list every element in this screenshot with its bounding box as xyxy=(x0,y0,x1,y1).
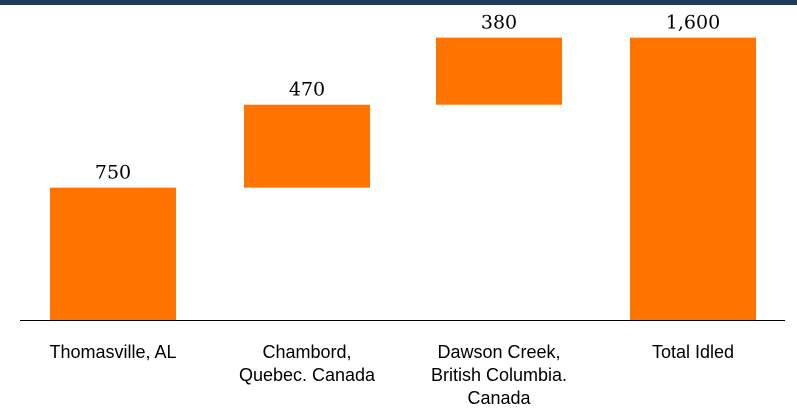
category-label-2-line-1: British Columbia. xyxy=(431,365,567,385)
value-label-0: 750 xyxy=(95,162,131,184)
value-label-3: 1,600 xyxy=(666,12,720,34)
value-label-1: 470 xyxy=(289,79,325,101)
bar-3 xyxy=(630,37,756,320)
category-label-1-line-1: Quebec. Canada xyxy=(239,365,376,385)
category-label-0-line-0: Thomasville, AL xyxy=(49,342,176,362)
category-label-3-line-0: Total Idled xyxy=(652,342,734,362)
category-label-2-line-0: Dawson Creek, xyxy=(437,342,560,362)
bar-1 xyxy=(244,104,370,188)
bars-group xyxy=(50,37,756,320)
bar-2 xyxy=(436,37,562,105)
value-labels-group: 750 470 380 1,600 xyxy=(95,12,720,184)
category-label-1-line-0: Chambord, xyxy=(262,342,351,362)
value-label-2: 380 xyxy=(481,12,517,34)
top-border-bar xyxy=(0,0,797,5)
category-label-2-line-2: Canada xyxy=(467,388,531,408)
bar-0 xyxy=(50,187,176,320)
category-labels-group: Thomasville, AL Chambord, Quebec. Canada Da… xyxy=(49,342,734,408)
